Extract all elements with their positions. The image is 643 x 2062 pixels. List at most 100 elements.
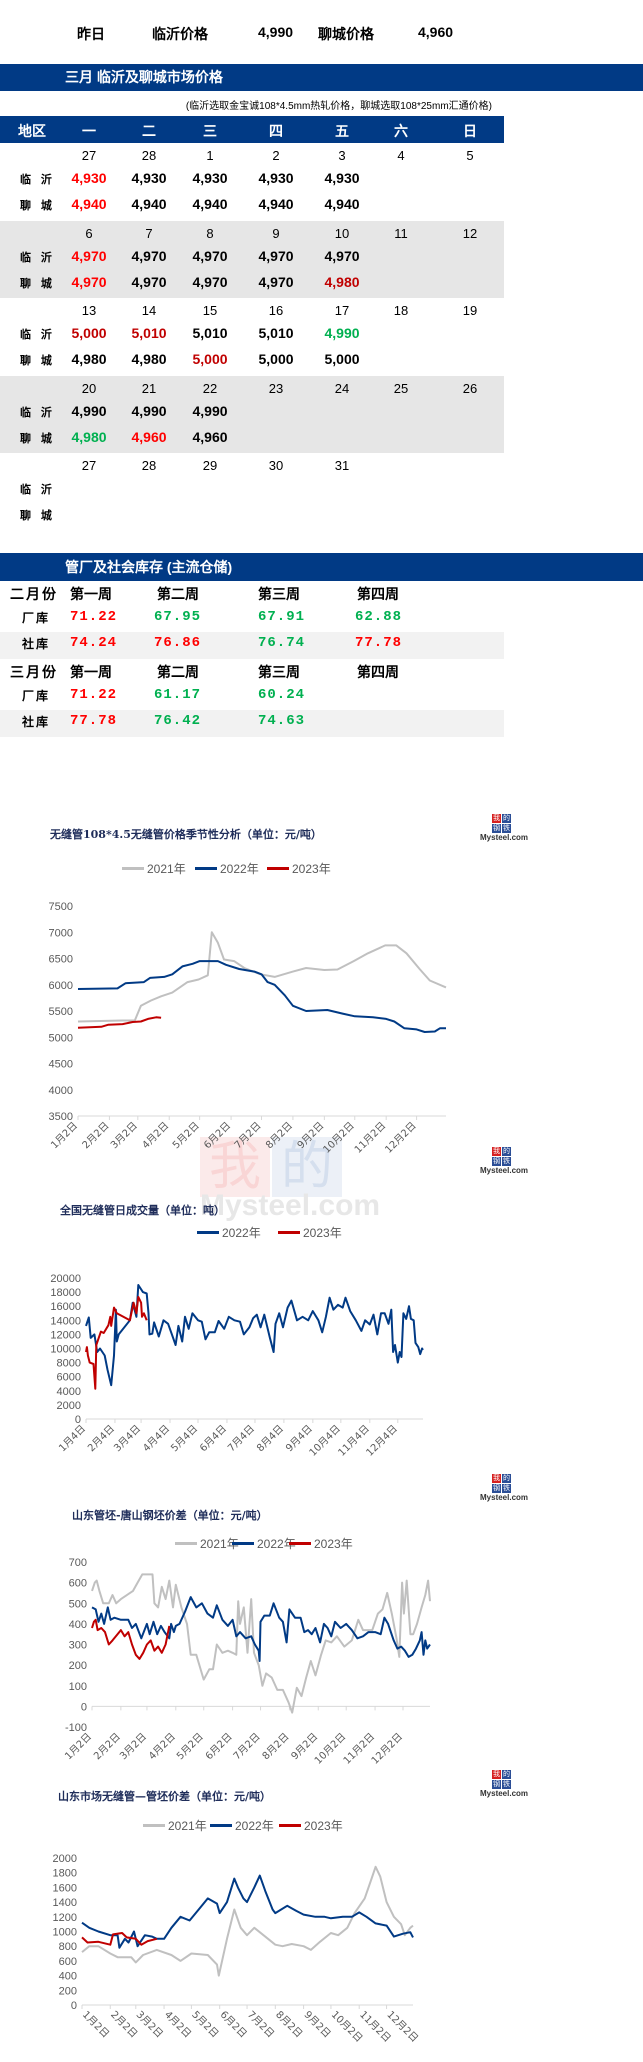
linyi-price: 5,010 (131, 325, 167, 341)
y-tick-label: 400 (59, 1971, 77, 1983)
x-tick-label: 3月4日 (112, 1423, 144, 1455)
liaocheng-price-value: 4,960 (418, 24, 454, 40)
inventory-value: 76.74 (258, 635, 306, 651)
linyi-price-value: 4,990 (258, 24, 294, 40)
row-label-liaocheng: 聊 城 (20, 431, 55, 445)
date-cell: 14 (141, 303, 157, 318)
legend-swatch (279, 1824, 301, 1827)
date-cell: 23 (268, 380, 284, 396)
liaocheng-price: 4,980 (71, 428, 107, 445)
month-label: 三月份 (10, 666, 58, 682)
series-line-2023年 (81, 1932, 158, 1946)
date-cell: 20 (81, 380, 97, 396)
logo-site: Mysteel.com (480, 833, 529, 842)
liaocheng-price: 4,960 (131, 428, 167, 445)
logo-char: 铁 (502, 1157, 511, 1166)
week-header: 第四周 (357, 588, 399, 604)
x-tick-label: 10月2日 (329, 2009, 365, 2045)
x-tick-label: 7月2日 (245, 2009, 277, 2041)
logo-char: 的 (502, 814, 511, 823)
series-line-2021年 (91, 1573, 431, 1714)
y-tick-label: 3500 (49, 1111, 73, 1123)
row-label-liaocheng: 聊 城 (20, 509, 55, 522)
legend-swatch (175, 1542, 197, 1545)
x-tick-label: 5月2日 (174, 1731, 206, 1763)
market-note: (临沂选取金宝诚108*4.5mm热轧价格，聊城选取108*25mm汇通价格) (185, 101, 492, 112)
inventory-value: 77.78 (355, 635, 403, 651)
inventory-value: 62.88 (355, 609, 403, 625)
logo-char: 的 (502, 1147, 511, 1156)
x-tick-label: 11月2日 (341, 1731, 377, 1767)
calendar-week: 6 7 8 9 10 11 12 临 沂聊 城 4,970 4,970 4,970 4,970 4,97… (0, 220, 504, 298)
series-line-2023年 (77, 1016, 162, 1029)
inventory-value: 71.22 (70, 687, 118, 703)
y-tick-label: 10000 (50, 1344, 81, 1356)
legend-swatch (195, 867, 217, 870)
x-tick-label: 4月4日 (141, 1423, 173, 1455)
x-tick-label: 6月2日 (203, 1731, 235, 1763)
y-tick-label: 800 (59, 1941, 77, 1953)
linyi-price: 4,990 (192, 402, 228, 419)
liaocheng-price: 4,970 (131, 273, 167, 290)
series-line-2022年 (85, 1284, 424, 1387)
inventory-value: 71.22 (70, 609, 118, 625)
calendar-week: 27 28 1 2 3 4 5 临 沂聊 城 4,930 4,930 4,930 4,930 4,930… (0, 143, 504, 220)
legend-label: 2022年 (222, 1226, 261, 1240)
x-tick-label: 1月2日 (62, 1731, 94, 1763)
date-cell: 10 (334, 225, 350, 241)
date-cell: 17 (334, 303, 350, 318)
watermark-char: 我 (200, 1137, 270, 1197)
row-label-liaocheng: 聊 城 (20, 354, 55, 367)
liaocheng-price: 5,000 (258, 351, 294, 367)
weekday-header: 三 (203, 123, 217, 139)
date-cell: 26 (462, 380, 478, 396)
weekday-header: 日 (463, 123, 477, 139)
logo-char: 铁 (502, 824, 511, 833)
y-tick-label: 5000 (49, 1032, 73, 1044)
liaocheng-price: 5,000 (324, 351, 360, 367)
mysteel-logo: 我的钢铁 Mysteel.com (480, 1770, 528, 1800)
watermark-char: 的 (272, 1137, 342, 1197)
week-header: 第三周 (258, 666, 300, 682)
x-tick-label: 9月4日 (283, 1423, 315, 1455)
y-tick-label: 7000 (49, 927, 73, 939)
series-line-2023年 (85, 1296, 148, 1390)
y-tick-label: 700 (69, 1557, 87, 1569)
date-cell: 2 (272, 148, 280, 163)
liaocheng-price: 4,970 (71, 273, 107, 290)
inventory-row-label: 厂库 (22, 690, 51, 704)
liaocheng-price: 4,980 (324, 273, 360, 290)
date-cell: 1 (206, 148, 214, 163)
y-tick-label: 4000 (57, 1386, 81, 1398)
legend-item: 2023年 (279, 1817, 343, 1834)
mysteel-logo: 我的钢铁 Mysteel.com (480, 814, 528, 844)
x-tick-label: 12月2日 (369, 1731, 405, 1767)
y-tick-label: 600 (69, 1578, 87, 1590)
date-cell: 28 (141, 148, 157, 163)
legend-item: 2022年 (232, 1535, 296, 1552)
y-tick-label: 7500 (49, 901, 73, 913)
y-tick-label: 1000 (53, 1927, 77, 1939)
week-header: 第二周 (157, 588, 199, 604)
x-tick-label: 3月2日 (108, 1120, 140, 1152)
series-line-2022年 (77, 960, 446, 1033)
chart-title: 无缝管108*4.5无缝管价格季节性分析（单位：元/吨） (50, 828, 322, 841)
x-tick-label: 11月2日 (357, 2009, 393, 2045)
y-tick-label: 100 (69, 1681, 87, 1693)
x-tick-label: 11月4日 (336, 1423, 372, 1459)
linyi-price: 5,010 (192, 325, 228, 341)
logo-char: 钢 (492, 824, 501, 833)
legend-label: 2023年 (292, 862, 331, 876)
x-tick-label: 8月4日 (254, 1423, 286, 1455)
weekday-header: 一 (82, 123, 96, 139)
logo-char: 钢 (492, 1780, 501, 1789)
linyi-price: 4,970 (192, 247, 228, 264)
inventory-section-title: 管厂及社会库存 (主流仓储) (0, 553, 643, 581)
legend-label: 2023年 (314, 1537, 353, 1551)
linyi-price: 4,930 (131, 170, 167, 186)
legend-swatch (232, 1542, 254, 1545)
week-header: 第一周 (70, 666, 112, 682)
date-cell: 11 (394, 225, 408, 241)
x-tick-label: 9月2日 (301, 2009, 333, 2041)
row-label-linyi: 临 沂 (20, 328, 55, 341)
